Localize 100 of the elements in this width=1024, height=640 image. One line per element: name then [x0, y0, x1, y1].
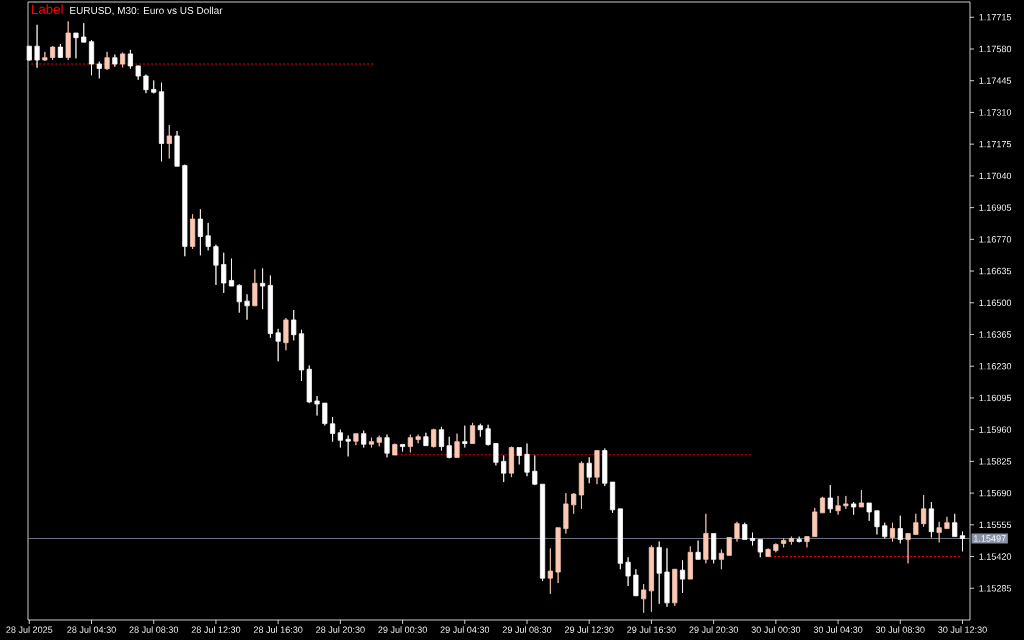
candlestick: [858, 489, 864, 508]
candlestick: [400, 444, 406, 452]
candlestick: [773, 543, 779, 553]
candlestick: [843, 495, 849, 510]
candlestick: [921, 494, 927, 528]
candlestick: [190, 213, 196, 250]
candlestick: [835, 495, 841, 516]
candlestick: [213, 244, 219, 286]
x-tick-label: 28 Jul 16:30: [253, 626, 303, 633]
candlestick: [469, 422, 476, 444]
candlestick: [174, 130, 180, 167]
y-tick-label: 1.17310: [979, 109, 1012, 116]
x-tick-label: 30 Jul 08:30: [875, 626, 925, 633]
candlestick: [555, 527, 561, 584]
candlestick: [788, 536, 794, 545]
candlestick: [648, 545, 655, 613]
candlestick: [267, 275, 273, 339]
candlestick: [104, 51, 110, 71]
candlestick: [819, 496, 826, 514]
y-tick-label: 1.15825: [979, 458, 1012, 465]
candlestick: [485, 424, 491, 447]
candlestick: [897, 515, 903, 544]
y-tick-label: 1.17040: [979, 172, 1012, 180]
candlestick: [594, 450, 600, 485]
candlestick: [135, 65, 141, 81]
candlestick: [376, 435, 382, 447]
candlestick: [882, 522, 888, 539]
candlestick: [889, 522, 896, 542]
candlestick: [952, 513, 958, 537]
candlestick: [345, 435, 351, 457]
candlestick: [438, 426, 445, 451]
candlestick: [423, 432, 429, 447]
y-tick-label: 1.15285: [979, 585, 1012, 592]
ref-line-label: 1.15497: [974, 535, 1006, 542]
candlestick: [493, 443, 499, 466]
candlestick: [586, 456, 592, 484]
candlestick: [236, 283, 242, 314]
candlestick: [718, 549, 724, 570]
candlestick: [477, 423, 483, 438]
candlestick: [462, 425, 468, 448]
candlestick: [112, 54, 118, 68]
candlestick: [446, 436, 452, 459]
candlestick: [392, 443, 398, 456]
y-tick-label: 1.15690: [979, 489, 1012, 497]
candlestick: [407, 434, 413, 453]
x-tick-label: 28 Jul 20:30: [316, 626, 365, 633]
candlestick: [874, 510, 880, 535]
x-tick-label: 29 Jul 20:30: [689, 626, 738, 633]
candlestick: [641, 583, 647, 614]
candlestick: [711, 533, 717, 564]
x-tick-label: 29 Jul 16:30: [627, 626, 676, 633]
x-tick-label: 28 Jul 2025: [6, 626, 53, 633]
candlestick: [602, 448, 608, 487]
x-tick-label: 29 Jul 08:30: [502, 626, 552, 633]
y-tick-label: 1.16095: [979, 394, 1012, 402]
candlestick: [928, 501, 934, 538]
candlestick: [158, 82, 165, 162]
y-tick-label: 1.17580: [979, 45, 1012, 53]
candlestick: [959, 531, 966, 552]
y-tick-label: 1.15420: [979, 553, 1012, 560]
candlestick: [547, 547, 553, 595]
candlestick: [454, 433, 460, 458]
candlestick: [252, 269, 258, 307]
candlestick: [703, 513, 709, 564]
candlestick: [65, 20, 71, 61]
candlestick: [283, 317, 289, 351]
candlestick: [742, 522, 748, 540]
candlestick: [936, 521, 942, 543]
x-tick-label: 28 Jul 08:30: [129, 626, 179, 633]
candlestick: [88, 39, 95, 76]
y-tick-label: 1.15960: [979, 426, 1012, 433]
candlestick: [197, 208, 203, 256]
y-tick-label: 1.16230: [979, 363, 1012, 370]
candlestick: [431, 428, 437, 448]
y-tick-label: 1.17175: [979, 140, 1012, 148]
x-tick-label: 29 Jul 00:30: [378, 626, 427, 633]
candlestick: [765, 547, 771, 557]
x-tick-label: 28 Jul 04:30: [67, 626, 116, 633]
candlestick: [314, 395, 320, 416]
candlestick: [796, 536, 802, 543]
candlestick: [571, 492, 577, 515]
candlestick: [944, 516, 950, 529]
x-tick-label: 30 Jul 04:30: [813, 626, 863, 633]
candlestick: [50, 45, 56, 61]
candlestick: [757, 539, 763, 558]
x-tick-label: 29 Jul 12:30: [564, 626, 614, 633]
candlestick: [415, 434, 421, 444]
candlestick: [804, 536, 810, 548]
candlestick: [827, 484, 833, 514]
candlestick: [532, 455, 538, 486]
candlestick: [42, 51, 48, 62]
y-tick-label: 1.16500: [979, 299, 1012, 306]
candlestick: [228, 258, 235, 287]
x-tick-label: 30 Jul 00:30: [751, 626, 801, 633]
candlestick: [851, 501, 857, 516]
candlestick: [726, 537, 732, 556]
candlestick: [781, 537, 787, 548]
candlestick: [182, 164, 188, 257]
candlestick: [516, 447, 522, 465]
candlestick: [298, 329, 305, 382]
